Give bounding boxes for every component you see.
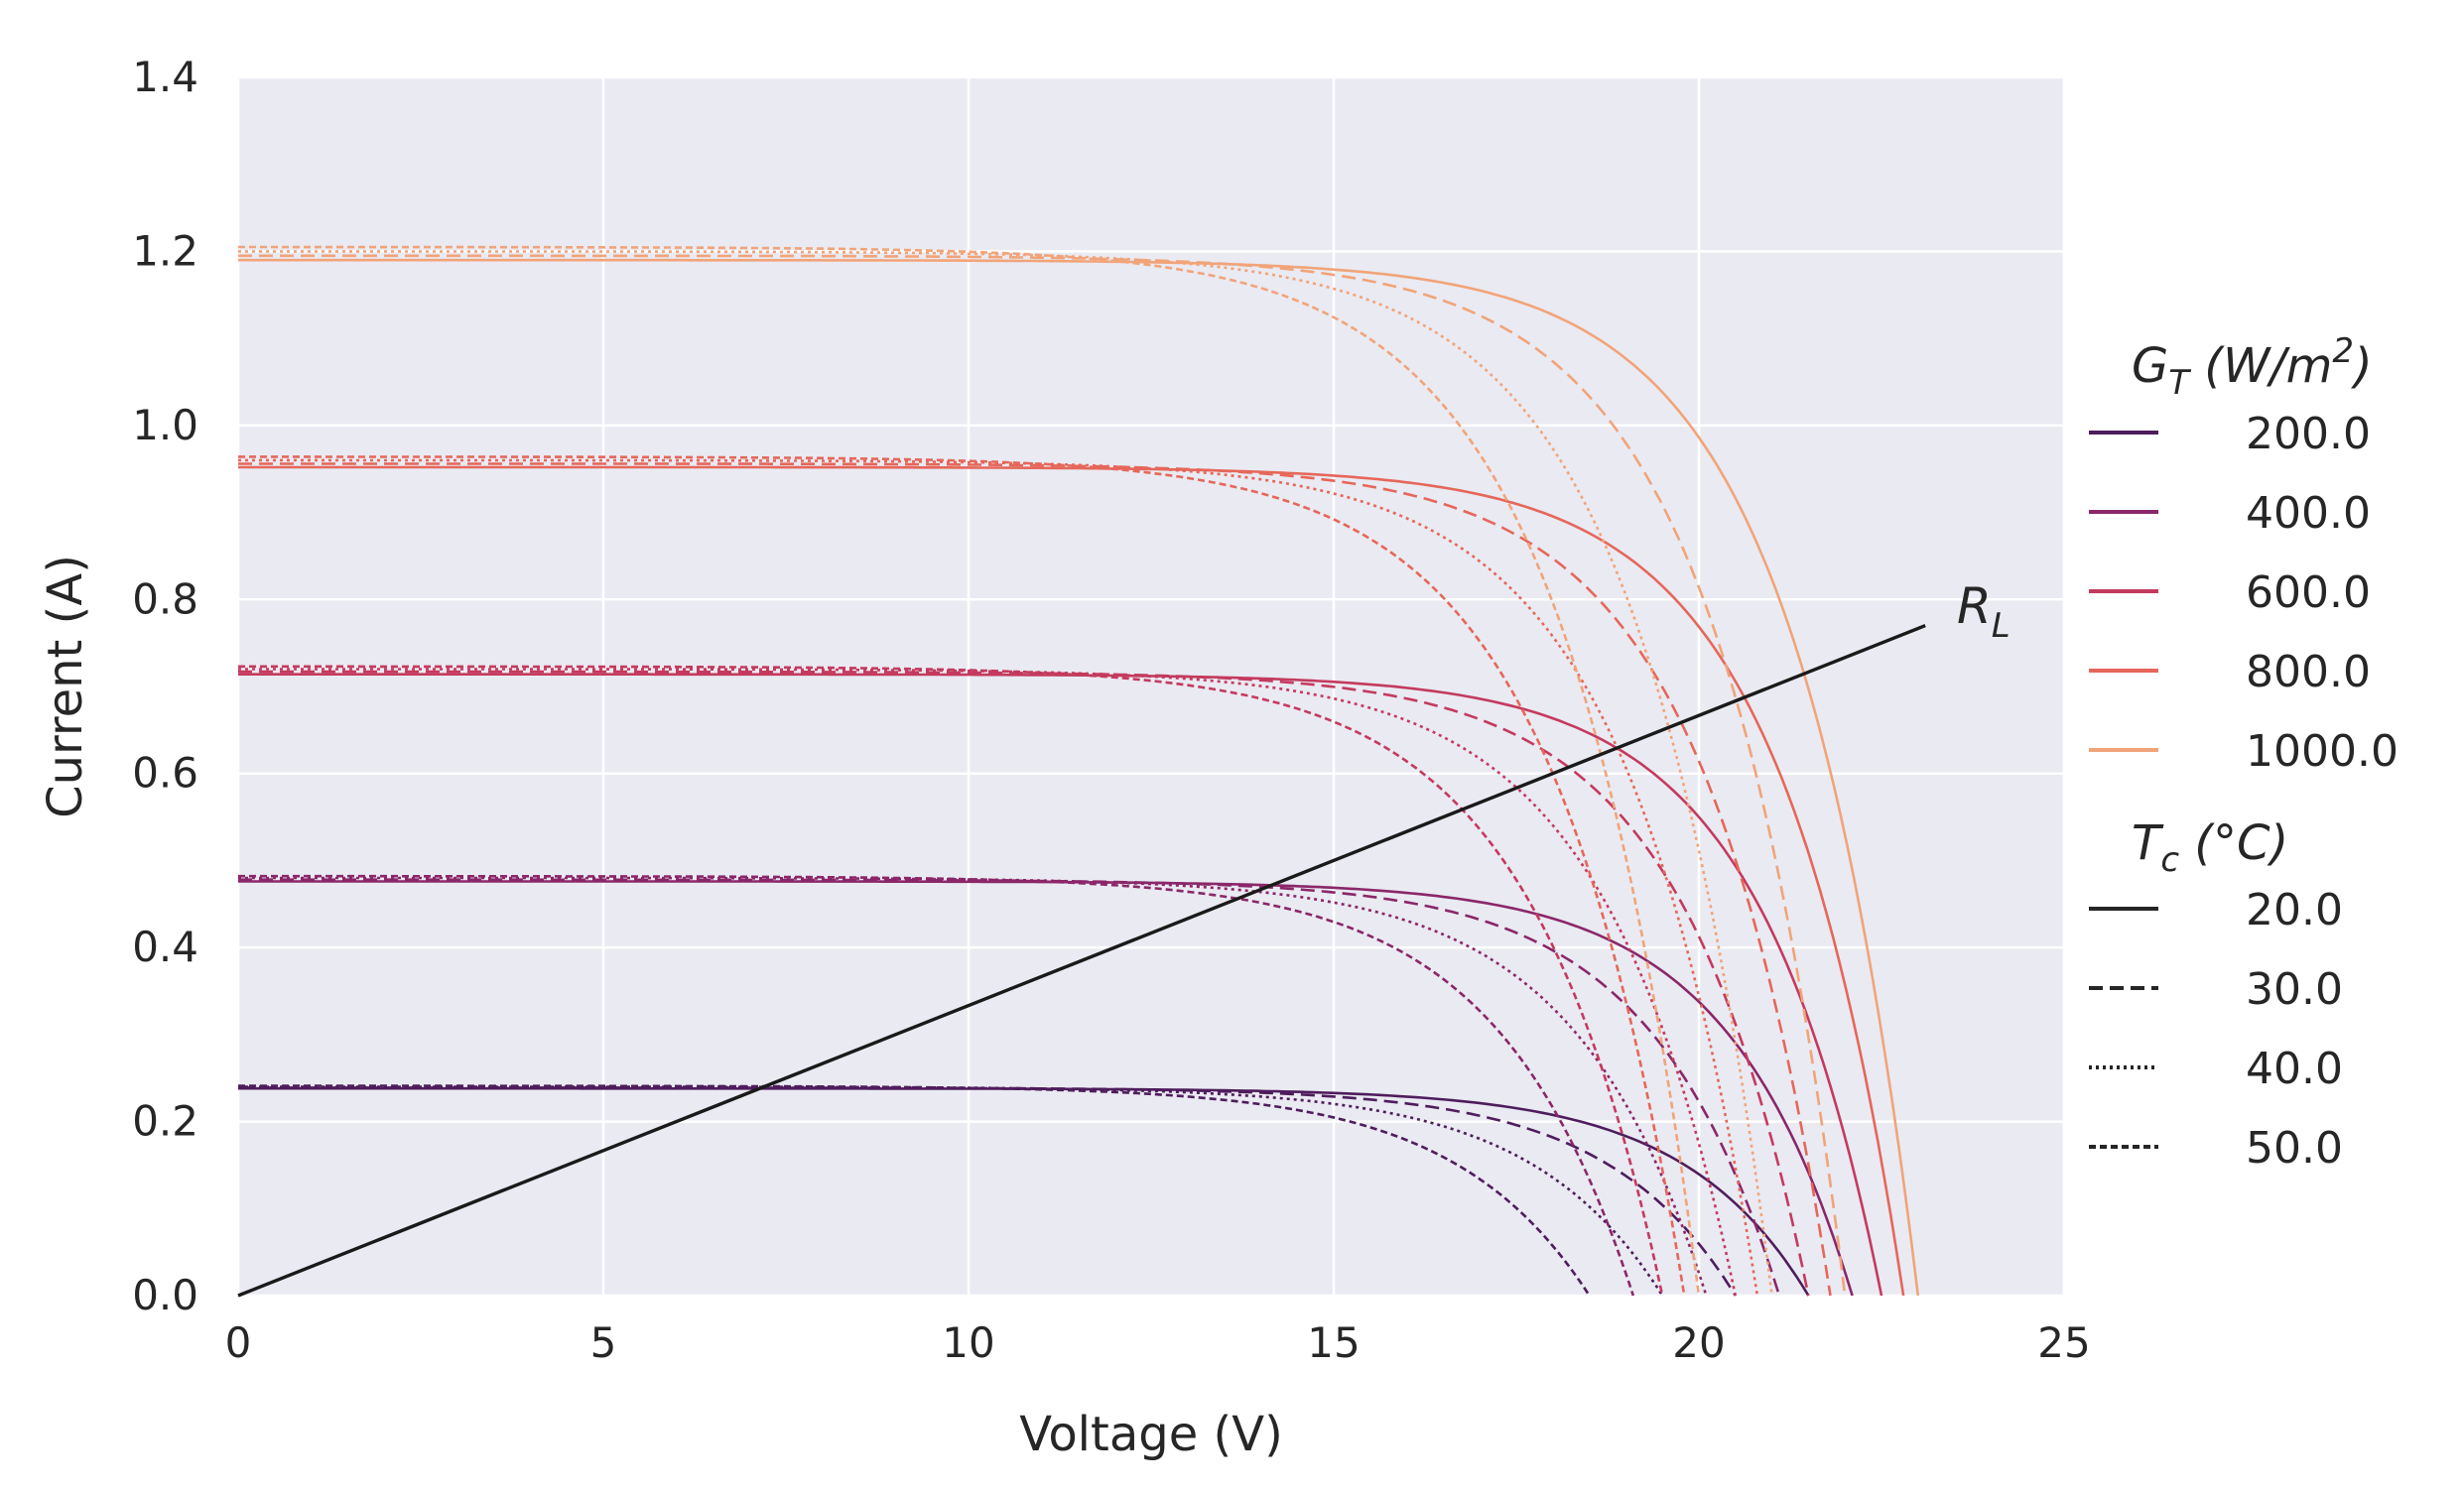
y-tick-label: 0.6: [132, 749, 198, 798]
legend-label: 400.0: [2246, 488, 2371, 539]
y-tick-label: 0.2: [132, 1097, 198, 1146]
iv-curve-line: [238, 1084, 1591, 1297]
y-tick-label: 0.4: [132, 923, 198, 971]
load-line-label: RL: [1957, 577, 2010, 646]
iv-curve-line: [238, 462, 1832, 1297]
legend-label: 50.0: [2246, 1123, 2343, 1174]
x-tick-labels: 0 5 10 15 20 25: [225, 1318, 2091, 1367]
legend-label: 600.0: [2246, 567, 2371, 618]
iv-curve-line: [238, 876, 1708, 1297]
legend-label: 1000.0: [2246, 726, 2399, 777]
load-line-group: [237, 624, 1926, 1298]
legend-label: 800.0: [2246, 647, 2371, 697]
y-tick-labels: 0.0 0.2 0.4 0.6 0.8 1.0 1.2 1.4: [132, 53, 198, 1319]
x-tick-label: 10: [942, 1318, 994, 1367]
y-tick-label: 1.0: [132, 401, 198, 449]
legend-label: 40.0: [2246, 1044, 2343, 1094]
x-tick-label: 5: [590, 1318, 617, 1367]
grid-lines: [236, 75, 2066, 1298]
legend-label: 200.0: [2246, 409, 2371, 459]
legend-temperature-title: Tc (°C): [2132, 815, 2288, 880]
legend-label: 20.0: [2246, 885, 2343, 935]
x-axis-label: Voltage (V): [1019, 1407, 1283, 1462]
plot-background: [238, 77, 2064, 1296]
x-tick-label: 0: [225, 1318, 252, 1367]
y-axis-label: Current (A): [38, 555, 93, 818]
iv-curve-line: [238, 1085, 1664, 1297]
legend-irradiance-title: GT (W/m2): [2132, 331, 2373, 403]
y-tick-label: 1.2: [132, 226, 198, 275]
iv-curve-line: [238, 665, 1664, 1297]
legend-irradiance: GT (W/m2) 200.0 400.0 600.0 800.0 1000.0: [2089, 331, 2399, 777]
iv-curves: [238, 245, 1920, 1297]
iv-curve-line: [238, 465, 1905, 1297]
iv-curve-line: [238, 670, 1810, 1297]
x-tick-label: 15: [1307, 1318, 1360, 1367]
legend-temperature: Tc (°C) 20.0 30.0 40.0 50.0: [2089, 815, 2343, 1174]
iv-curve-line: [238, 245, 1701, 1297]
legend-irradiance-entries: 200.0 400.0 600.0 800.0 1000.0: [2089, 409, 2399, 777]
legend-label: 30.0: [2246, 964, 2343, 1015]
iv-curve-line: [238, 258, 1920, 1297]
x-tick-label: 20: [1672, 1318, 1725, 1367]
iv-curve-line: [238, 254, 1847, 1297]
iv-curve-line: [238, 874, 1635, 1297]
y-tick-label: 0.0: [132, 1271, 198, 1319]
iv-curve-line: [238, 878, 1781, 1297]
iv-curve-line: [238, 673, 1883, 1297]
x-tick-label: 25: [2037, 1318, 2090, 1367]
legend-temperature-entries: 20.0 30.0 40.0 50.0: [2089, 885, 2343, 1174]
iv-curve-line: [238, 455, 1686, 1297]
iv-curve-line: [238, 880, 1854, 1297]
load-line: [237, 624, 1926, 1298]
y-tick-label: 0.8: [132, 574, 198, 623]
y-tick-label: 1.4: [132, 53, 198, 101]
